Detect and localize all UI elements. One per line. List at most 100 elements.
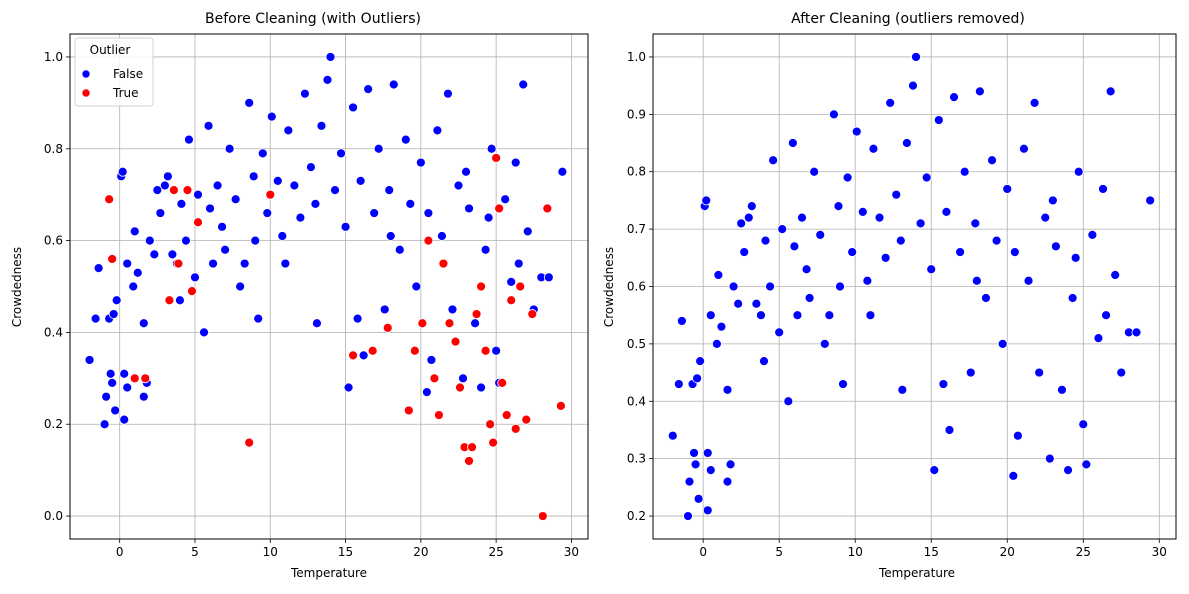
data-point-before-false <box>119 368 130 379</box>
data-point-before-false <box>330 185 340 195</box>
data-point-before-false <box>340 221 351 232</box>
data-point-after-series0 <box>1009 247 1020 257</box>
data-point-after-series0 <box>891 189 902 200</box>
data-point-before-false <box>122 258 133 269</box>
legend: Outlier False True <box>74 37 154 107</box>
y-tick-label: 0.7 <box>627 222 646 236</box>
data-point-after-series0 <box>689 448 699 458</box>
data-point-before-true <box>501 410 512 420</box>
data-point-before-true <box>444 318 455 329</box>
data-point-after-series0 <box>722 384 733 395</box>
data-point-before-true <box>471 309 482 319</box>
data-point-before-true <box>107 254 118 264</box>
data-point-before-true <box>555 400 566 411</box>
data-point-after-series0 <box>759 356 769 367</box>
data-point-after-series0 <box>667 430 678 441</box>
chart-before-cleaning: Before Cleaning (with Outliers) 0 5 10 15 20… <box>10 11 589 580</box>
data-point-after-series0 <box>804 293 815 303</box>
data-point-after-series0 <box>713 270 724 280</box>
x-ticks-after: 0 5 10 15 20 25 30 <box>699 539 1167 559</box>
data-point-before-true <box>169 185 179 195</box>
chart-after-cleaning: After Cleaning (outliers removed) 0 5 10 15… <box>602 11 1177 580</box>
data-point-after-series0 <box>736 218 747 229</box>
data-point-after-series0 <box>787 138 798 148</box>
data-point-before-true <box>409 345 420 356</box>
data-point-after-series0 <box>756 310 766 321</box>
data-point-after-series0 <box>1019 143 1029 154</box>
data-point-after-series0 <box>1040 212 1051 223</box>
data-point-before-false <box>312 318 322 329</box>
data-point-before-false <box>162 171 173 182</box>
data-point-before-false <box>557 166 568 177</box>
data-point-before-false <box>208 258 218 269</box>
data-point-before-false <box>325 52 336 62</box>
data-point-before-false <box>230 194 241 205</box>
data-point-before-false <box>132 267 143 278</box>
data-point-after-series0 <box>765 281 775 292</box>
data-point-after-series0 <box>959 166 970 177</box>
data-point-before-false <box>510 157 521 168</box>
data-point-after-series0 <box>944 425 955 435</box>
y-tick-label: 1.0 <box>44 50 63 64</box>
data-point-before-false <box>373 143 384 154</box>
data-point-before-false <box>385 231 396 241</box>
x-tick-label: 0 <box>116 545 124 559</box>
data-point-before-true <box>488 437 499 448</box>
data-point-after-series0 <box>885 97 896 108</box>
data-point-before-true <box>182 185 193 195</box>
data-point-after-series0 <box>1093 333 1104 344</box>
x-tick-label: 10 <box>263 545 278 559</box>
data-point-after-series0 <box>865 310 876 321</box>
data-point-after-series0 <box>901 138 912 148</box>
data-point-after-series0 <box>777 224 788 235</box>
data-point-after-series0 <box>1047 195 1058 206</box>
data-point-after-series0 <box>783 396 794 407</box>
data-point-after-series0 <box>801 264 812 275</box>
data-point-after-series0 <box>1070 252 1081 263</box>
data-point-after-series0 <box>824 310 835 321</box>
data-point-before-false <box>190 272 200 283</box>
data-point-before-false <box>411 281 422 292</box>
data-point-before-true <box>129 373 140 384</box>
data-point-before-false <box>421 387 432 397</box>
data-point-before-false <box>253 313 264 324</box>
data-point-before-true <box>476 281 486 292</box>
legend-box <box>74 37 154 107</box>
data-point-after-series0 <box>949 92 959 103</box>
data-point-before-false <box>306 162 316 173</box>
data-point-before-false <box>369 208 380 218</box>
data-point-before-false <box>119 414 130 425</box>
plot-area-before <box>69 33 589 540</box>
data-point-after-series0 <box>1110 270 1121 280</box>
data-point-before-false <box>295 212 306 223</box>
data-point-after-series0 <box>1145 195 1156 206</box>
x-axis-label-after: Temperature <box>878 566 955 580</box>
data-point-after-series0 <box>981 293 991 303</box>
data-point-after-series0 <box>676 316 687 326</box>
data-point-before-false <box>84 355 95 365</box>
data-point-after-series0 <box>728 281 739 292</box>
data-point-before-false <box>244 97 255 108</box>
data-point-before-true <box>497 378 508 388</box>
data-point-before-false <box>543 272 554 283</box>
data-point-before-true <box>491 153 502 163</box>
data-point-before-false <box>277 231 288 241</box>
data-point-after-series0 <box>684 476 695 487</box>
y-tick-label: 0.9 <box>627 107 646 121</box>
data-point-before-false <box>300 88 310 99</box>
data-point-before-false <box>129 226 140 237</box>
data-point-before-false <box>176 198 187 209</box>
y-ticks-before: 0.0 0.2 0.4 0.6 0.8 1.0 <box>44 50 70 523</box>
data-point-after-series0 <box>1044 453 1055 464</box>
legend-title: Outlier <box>90 43 131 57</box>
data-point-before-false <box>336 148 346 159</box>
data-point-before-false <box>423 208 434 218</box>
data-point-before-true <box>429 373 440 384</box>
data-point-after-series0 <box>725 459 736 470</box>
data-point-after-series0 <box>1012 430 1023 441</box>
data-point-before-false <box>483 212 494 223</box>
data-point-before-false <box>250 235 261 246</box>
data-point-before-false <box>384 185 395 195</box>
y-tick-label: 0.2 <box>44 417 63 431</box>
data-point-before-false <box>443 88 453 99</box>
